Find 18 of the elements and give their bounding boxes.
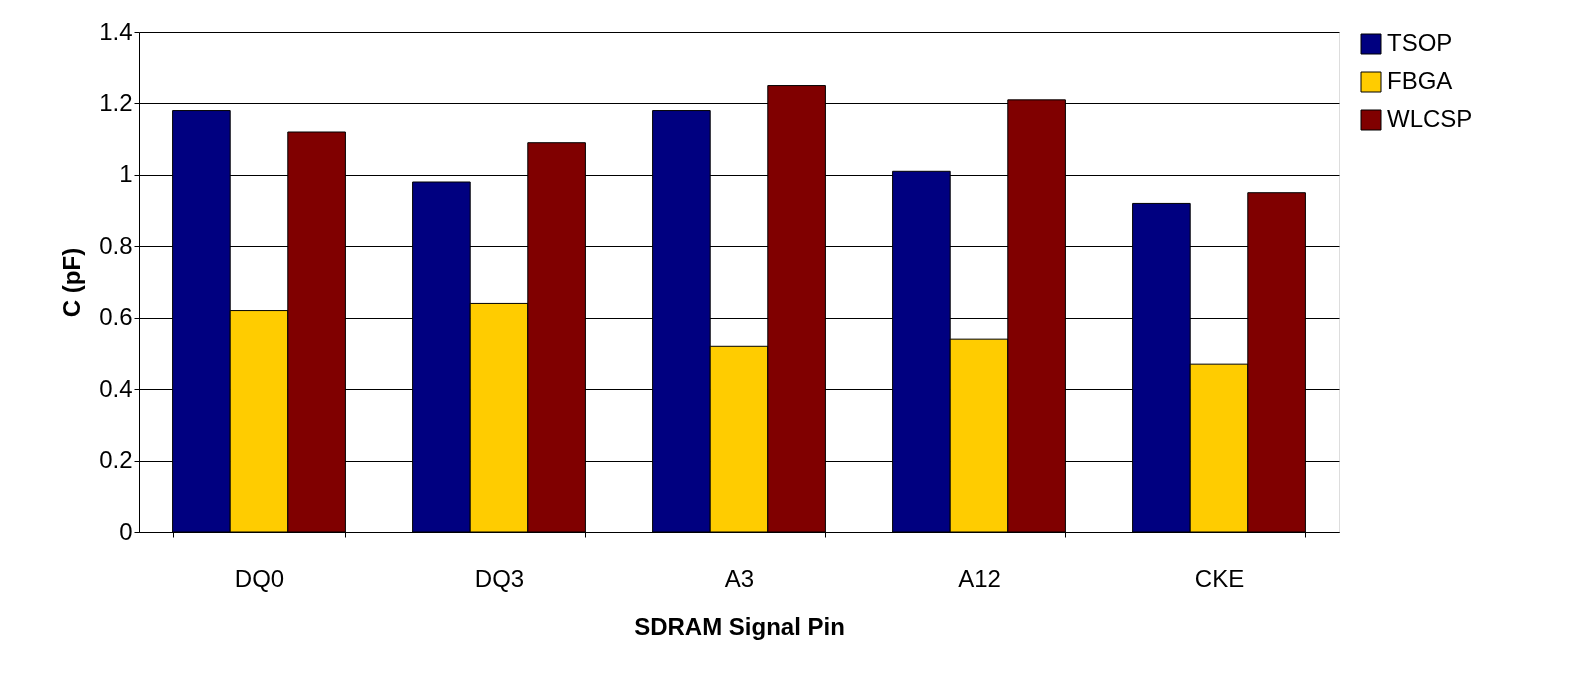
y-tick-label: 0.6: [99, 303, 133, 331]
y-tick-label: 0.4: [99, 374, 133, 402]
y-tick-label: 0.8: [99, 231, 133, 259]
x-axis-title: SDRAM Signal Pin: [634, 612, 845, 640]
x-tick-label: DQ0: [234, 564, 285, 592]
y-tick-label: 1: [119, 160, 133, 188]
legend-label: WLCSP: [1387, 105, 1473, 132]
x-tick-label: A3: [724, 564, 755, 592]
legend-label: TSOP: [1387, 29, 1453, 56]
y-tick-label: 1.2: [99, 88, 133, 116]
y-tick-label: 1.4: [99, 17, 133, 45]
y-tick-label: 0: [119, 517, 133, 545]
x-tick-label: A12: [958, 564, 1001, 592]
x-tick-label: CKE: [1194, 564, 1245, 592]
y-axis-title: C (pF): [58, 247, 86, 318]
y-tick-label: 0.2: [99, 446, 133, 474]
legend-label: FBGA: [1387, 67, 1453, 94]
x-tick-label: DQ3: [474, 564, 525, 592]
